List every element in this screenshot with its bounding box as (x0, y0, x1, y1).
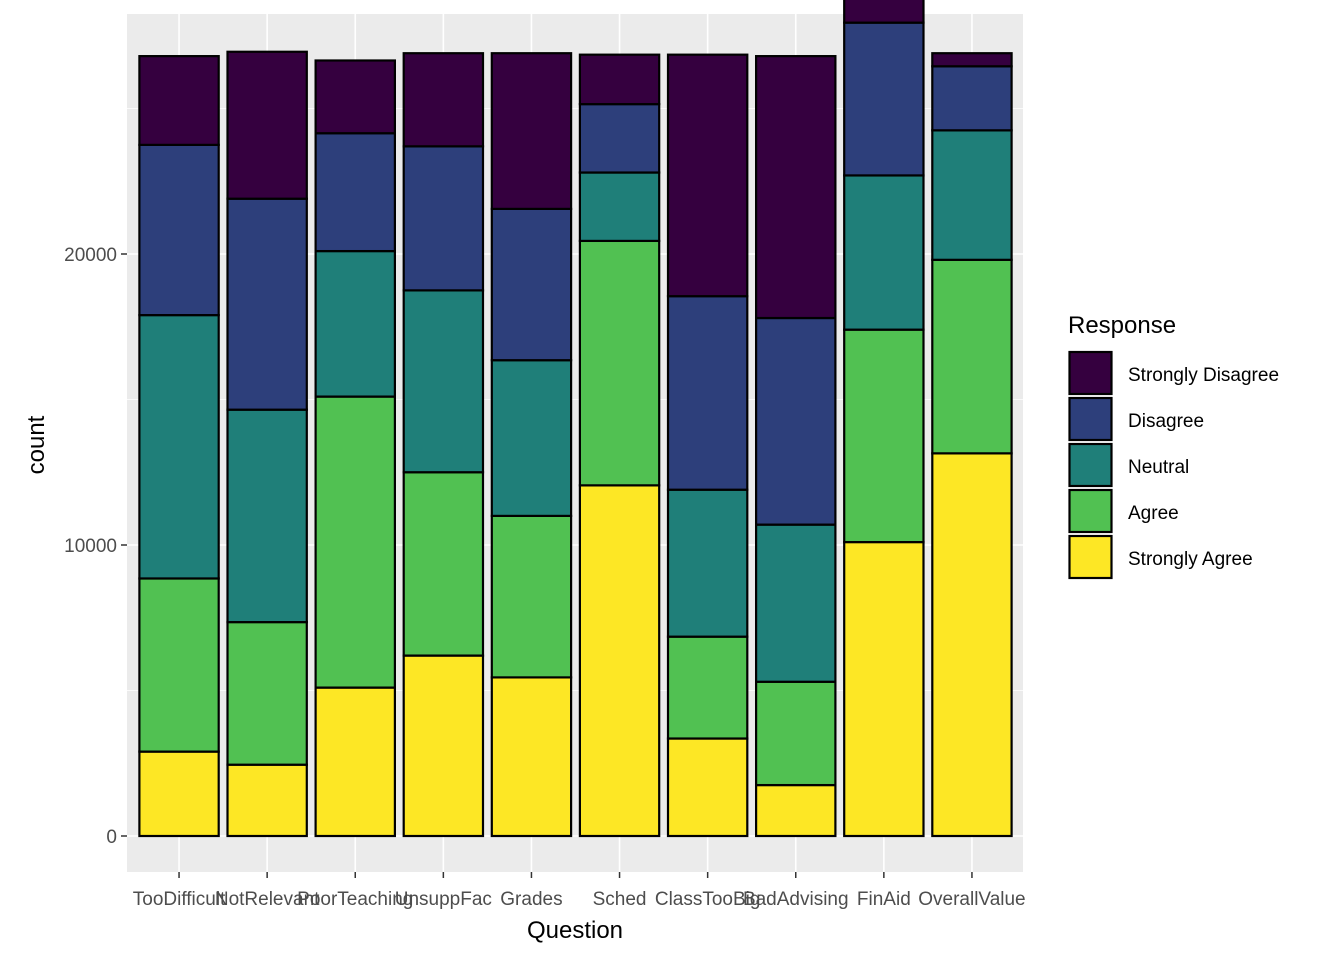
bar-segment (666, 295, 749, 491)
x-tick-label: TooDifficult (133, 889, 226, 910)
y-axis: 0 10000 20000 (64, 245, 127, 848)
y-tick-label: 10000 (64, 536, 117, 557)
x-tick-label: PoorTeaching (297, 889, 413, 910)
bar-segment (843, 328, 925, 544)
bar-segment (578, 484, 661, 838)
bar-segment (931, 65, 1013, 132)
x-tick-label: Grades (500, 889, 562, 910)
bar-segment (226, 197, 308, 411)
bar-segment (754, 783, 837, 838)
legend-key (1068, 534, 1113, 580)
legend: Response Strongly Disagree Disagree Neutra… (1068, 312, 1279, 580)
x-tick-label: UnsuppFac (395, 889, 492, 910)
bar-segment (666, 53, 749, 298)
bar-segment (754, 316, 837, 526)
bar-segment (402, 52, 485, 148)
bar-segment (578, 239, 661, 487)
legend-label: Strongly Disagree (1128, 365, 1279, 386)
legend-label: Neutral (1128, 457, 1189, 478)
bar-segment (931, 129, 1013, 261)
y-tick-label: 20000 (64, 245, 117, 266)
bar-segment (314, 249, 397, 398)
bar-segment (402, 289, 485, 474)
x-tick-label: ClassTooBig (655, 889, 761, 910)
legend-key (1068, 396, 1113, 442)
x-axis: TooDifficultNotRelevantPoorTeachingUnsup… (133, 872, 1026, 910)
y-tick-label: 0 (106, 827, 117, 848)
x-axis-title: Question (527, 917, 623, 944)
bar-segment (490, 52, 573, 210)
bar-segment (138, 143, 220, 317)
bar-segment (226, 408, 308, 624)
bar-segment (314, 395, 397, 689)
bar-segment (138, 750, 220, 838)
y-axis-title: count (23, 415, 50, 474)
bar-segment (402, 654, 485, 838)
legend-key (1068, 442, 1113, 488)
bar-segment (931, 258, 1013, 455)
legend-label: Agree (1128, 503, 1179, 524)
bar-segment (666, 488, 749, 638)
bar-segment (402, 145, 485, 292)
bar-segment (578, 53, 661, 106)
bar-segment (226, 763, 308, 838)
x-tick-label: NotRelevant (215, 889, 320, 910)
x-tick-label: FinAid (857, 889, 911, 910)
bar-segment (843, 0, 925, 24)
bar-segment (578, 171, 661, 243)
bars (138, 0, 1013, 838)
bar-segment (314, 686, 397, 838)
bar-segment (490, 359, 573, 517)
bar-segment (754, 680, 837, 787)
bar-segment (138, 314, 220, 580)
bar-segment (843, 21, 925, 177)
bar-segment (314, 59, 397, 135)
bar-segment (578, 103, 661, 174)
bar-segment (490, 676, 573, 838)
bar-segment (754, 55, 837, 320)
bar-segment (931, 52, 1013, 68)
x-tick-label: BadAdvising (743, 889, 849, 910)
bar-segment (138, 577, 220, 753)
legend-title: Response (1068, 312, 1176, 339)
bar-segment (138, 55, 220, 146)
legend-label: Strongly Agree (1128, 549, 1253, 570)
bar-segment (402, 471, 485, 657)
bar-segment (843, 540, 925, 838)
bar-segment (931, 452, 1013, 838)
bar-segment (666, 635, 749, 740)
bar-segment (226, 621, 308, 766)
x-tick-label: Sched (593, 889, 647, 910)
bar-segment (490, 514, 573, 679)
bar-segment (843, 174, 925, 331)
bar-segment (314, 132, 397, 253)
bar-segment (666, 737, 749, 838)
legend-label: Disagree (1128, 411, 1204, 432)
bar-segment (490, 207, 573, 362)
x-tick-label: OverallValue (918, 889, 1025, 910)
legend-key (1068, 488, 1113, 534)
bar-segment (226, 50, 308, 200)
bar-segment (754, 523, 837, 683)
legend-key (1068, 350, 1113, 396)
